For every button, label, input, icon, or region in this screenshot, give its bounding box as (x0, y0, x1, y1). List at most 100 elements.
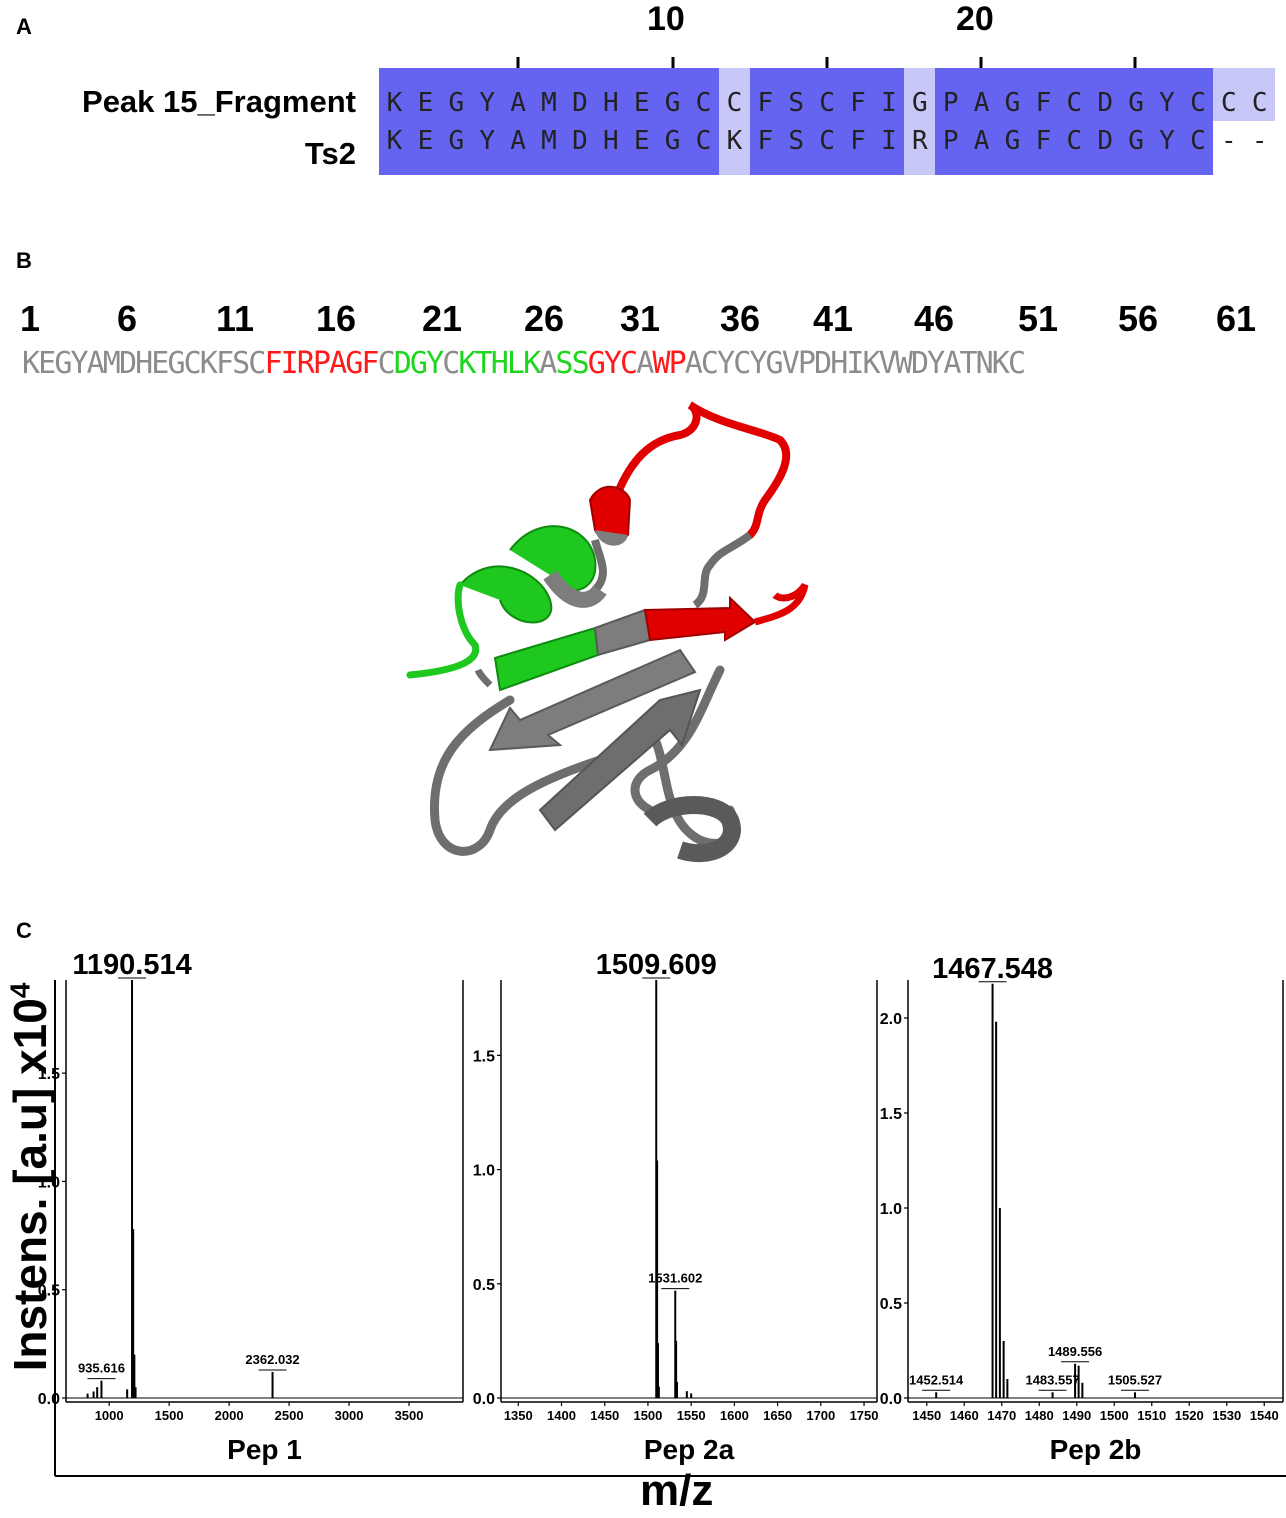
y-tick-label: 1.5 (473, 1048, 495, 1065)
x-tick-label: 1490 (1062, 1408, 1091, 1423)
residue-cell: E (626, 121, 658, 175)
residue-number: 51 (1018, 298, 1059, 339)
peak-label: 1483.557 (1025, 1372, 1079, 1387)
residue-cell: G (997, 68, 1028, 121)
x-tick-label: 1540 (1250, 1408, 1279, 1423)
residue-cell: - (1213, 121, 1245, 175)
residue-cell: S (780, 68, 812, 121)
x-tick-label: 3500 (395, 1408, 424, 1423)
panel-b-label: B (16, 248, 32, 273)
sequence-segment: SS (555, 346, 589, 381)
y-tick-label: 2.0 (880, 1011, 902, 1028)
residue-cell: G (1120, 68, 1152, 121)
residue-cell: D (564, 68, 596, 121)
residue-number: 46 (914, 298, 955, 339)
residue-cell: C (1182, 121, 1214, 175)
x-tick-label: 1460 (950, 1408, 979, 1423)
peak-label: 1489.556 (1048, 1344, 1102, 1359)
x-tick-label: 1520 (1175, 1408, 1204, 1423)
peak-label: 935.616 (78, 1361, 125, 1376)
panel-c-label: C (16, 918, 32, 943)
x-tick-label: 1510 (1137, 1408, 1166, 1423)
residue-cell: C (688, 68, 719, 121)
residue-cell: Y (1151, 121, 1183, 175)
residue-cell: F (1027, 68, 1059, 121)
peak-label: 1509.609 (596, 949, 717, 981)
x-tick-label: 1500 (1100, 1408, 1129, 1423)
y-tick-label: 0.0 (38, 1391, 60, 1408)
x-tick-label: 2000 (215, 1408, 244, 1423)
residue-cell: G (440, 68, 472, 121)
x-tick-label: 1450 (912, 1408, 941, 1423)
ruler-number-10: 10 (647, 0, 685, 38)
residue-cell: S (780, 121, 812, 175)
x-tick-label: 1470 (987, 1408, 1016, 1423)
y-tick-label: 0.5 (880, 1296, 902, 1313)
sequence-segment: KTHLK (458, 346, 541, 381)
residue-cell: E (626, 68, 658, 121)
residue-cell: C (1058, 121, 1090, 175)
spectrum-title: Pep 1 (227, 1434, 302, 1465)
residue-cell: E (409, 68, 441, 121)
x-tick-label: 1750 (850, 1408, 879, 1423)
peak-label: 1452.514 (909, 1372, 964, 1387)
sequence-segment: FIRPAGF (264, 346, 379, 381)
sequence-name-peak15: Peak 15_Fragment (82, 84, 356, 119)
residue-cell: F (842, 68, 874, 121)
sequence-segment: KEGYAMDHEGCKFSC (22, 346, 266, 381)
sequence-segment: C (442, 346, 460, 381)
peak-label: 1531.602 (648, 1271, 702, 1286)
x-tick-label: 1550 (677, 1408, 706, 1423)
residue-number: 31 (620, 298, 661, 339)
residue-number: 41 (813, 298, 854, 339)
residue-cell: A (966, 68, 998, 121)
residue-cell: F (749, 121, 781, 175)
residue-cell: D (1089, 68, 1121, 121)
x-axis-label: m/z (640, 1466, 714, 1515)
sequence-segment: C (377, 346, 396, 381)
residue-cell: F (842, 121, 874, 175)
residue-cell: F (749, 68, 781, 121)
residue-cell: K (379, 121, 410, 175)
residue-cell: D (564, 121, 596, 175)
x-tick-label: 2500 (275, 1408, 304, 1423)
residue-cell: G (657, 121, 689, 175)
sequence-segment: DGY (393, 346, 444, 381)
residue-cell: Y (471, 68, 503, 121)
residue-cell: C (1213, 68, 1245, 121)
residue-cell: G (1120, 121, 1152, 175)
peak-label: 1190.514 (72, 949, 191, 981)
peak-label: 1505.527 (1108, 1372, 1162, 1387)
residue-cell: H (595, 68, 627, 121)
y-tick-label: 1.5 (880, 1106, 902, 1123)
residue-cell: M (533, 121, 565, 175)
y-tick-label: 0.5 (473, 1277, 495, 1294)
residue-cell: G (997, 121, 1028, 175)
ruler-number-20: 20 (956, 0, 994, 38)
sequence-segment: ACYCYGVPDHIKVWDYATNKC (684, 346, 1026, 381)
residue-cell: G (657, 68, 689, 121)
x-tick-label: 3000 (335, 1408, 364, 1423)
x-tick-label: 1500 (155, 1408, 184, 1423)
y-tick-label: 0.5 (38, 1283, 60, 1300)
residue-number: 1 (20, 298, 41, 339)
x-tick-label: 1000 (95, 1408, 124, 1423)
residue-cell: A (966, 121, 998, 175)
residue-cell: C (811, 121, 843, 175)
residue-cell: Y (471, 121, 503, 175)
residue-cell: G (904, 68, 936, 121)
residue-cell: C (688, 121, 719, 175)
x-tick-label: 1450 (590, 1408, 619, 1423)
residue-number: 36 (720, 298, 761, 339)
residue-number: 6 (117, 298, 138, 339)
y-tick-label: 0.0 (880, 1391, 902, 1408)
panel-a-label: A (16, 14, 32, 39)
residue-cell: C (811, 68, 843, 121)
x-tick-label: 1480 (1025, 1408, 1054, 1423)
residue-cell: K (718, 121, 750, 175)
protein-structure-image (406, 401, 809, 863)
y-tick-label: 1.0 (880, 1201, 902, 1218)
x-tick-label: 1600 (720, 1408, 749, 1423)
